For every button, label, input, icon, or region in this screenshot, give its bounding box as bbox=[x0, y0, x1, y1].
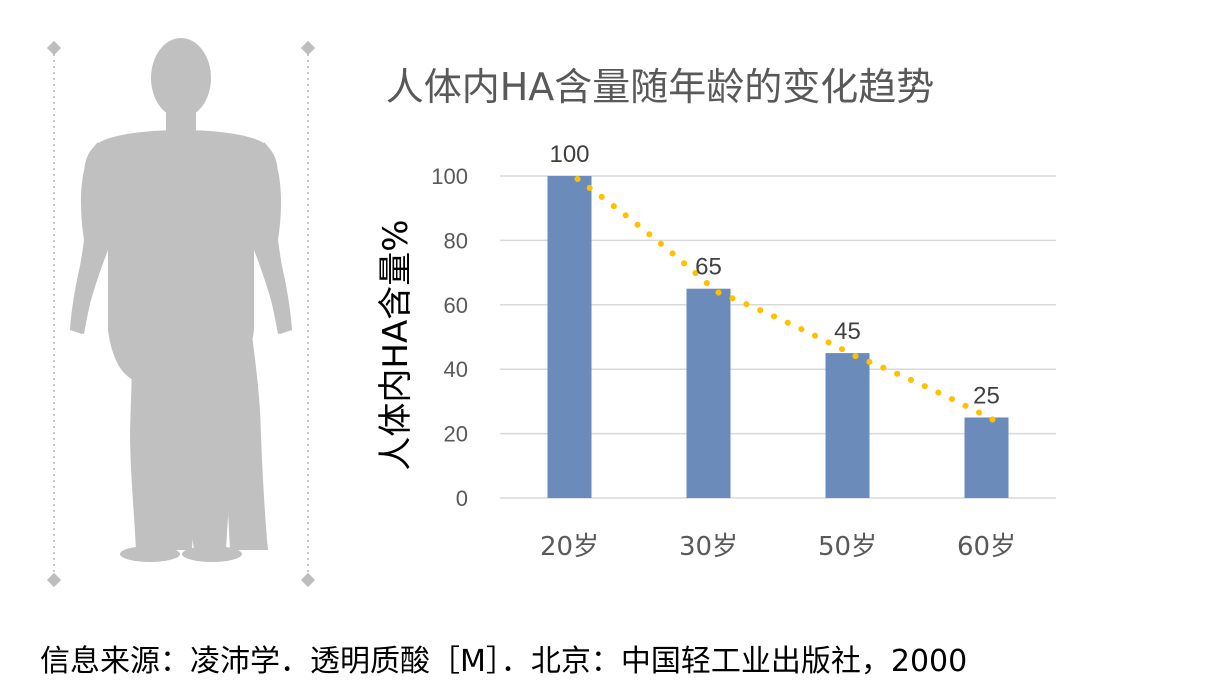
chart-title: 人体内HA含量随年龄的变化趋势 bbox=[386, 65, 935, 109]
trendline bbox=[574, 176, 998, 424]
bar-chart: 人体内HA含量随年龄的变化趋势 人体内HA含量% 0 20 40 60 80 100 10… bbox=[376, 65, 1056, 562]
y-axis-label: 人体内HA含量% bbox=[376, 219, 416, 470]
bar bbox=[686, 288, 731, 498]
y-tick-label: 80 bbox=[444, 228, 468, 253]
data-label: 25 bbox=[973, 383, 1000, 410]
y-tick-label: 60 bbox=[444, 293, 468, 318]
data-label: 65 bbox=[695, 254, 722, 281]
x-tick-label: 60岁 bbox=[957, 532, 1016, 562]
human-body-silhouette-icon bbox=[46, 38, 316, 588]
x-tick-label: 50岁 bbox=[818, 532, 877, 562]
source-citation: 信息来源：凌沛学．透明质酸［M］．北京：中国轻工业出版社，2000 bbox=[40, 644, 968, 679]
x-tick-label: 20岁 bbox=[540, 532, 599, 562]
y-tick-label: 40 bbox=[444, 357, 468, 382]
x-tick-label: 30岁 bbox=[679, 532, 738, 562]
y-tick-label: 0 bbox=[456, 486, 468, 511]
y-tick-label: 20 bbox=[444, 422, 468, 447]
bar bbox=[547, 176, 592, 498]
bar bbox=[825, 353, 870, 498]
data-label: 100 bbox=[549, 141, 589, 168]
data-label: 45 bbox=[834, 318, 861, 345]
bar bbox=[964, 417, 1009, 498]
y-tick-label: 100 bbox=[431, 164, 468, 189]
